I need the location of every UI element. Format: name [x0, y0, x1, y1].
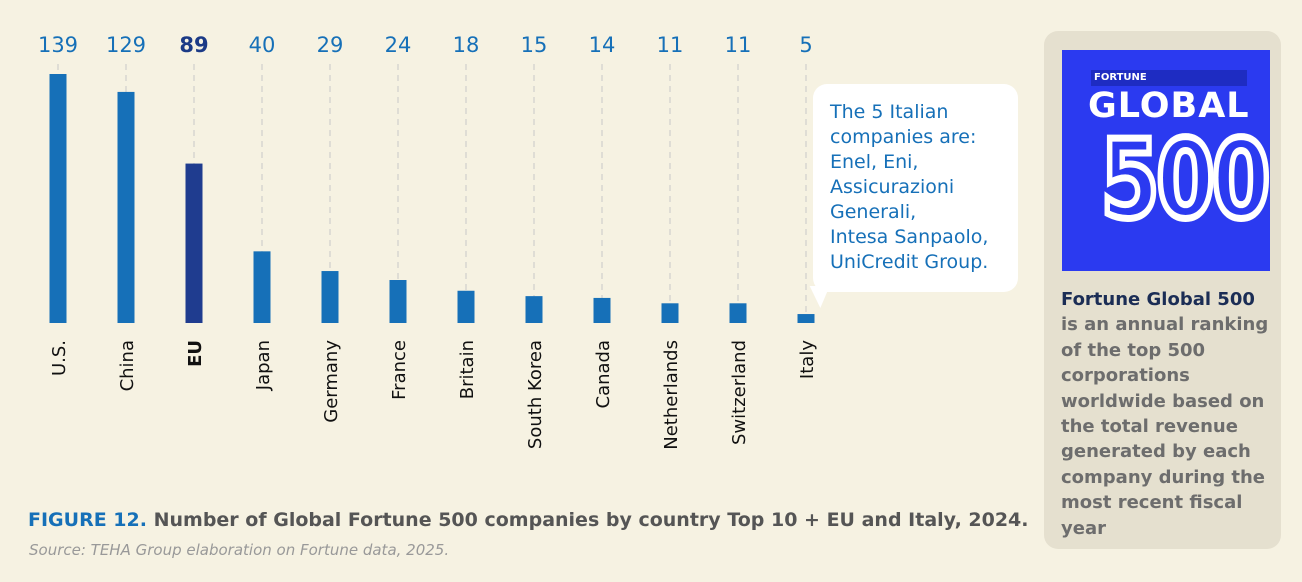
category-label: Japan: [253, 340, 274, 391]
category-label: Italy: [797, 340, 818, 379]
bar-china: [117, 91, 135, 323]
value-label: 40: [249, 33, 276, 57]
category-label: Britain: [457, 340, 478, 399]
bar-france: [389, 280, 407, 323]
bar-japan: [253, 251, 271, 323]
value-label: 89: [179, 33, 208, 57]
figure-label: FIGURE 12.: [28, 509, 147, 531]
value-label: 5: [799, 33, 812, 57]
bar-eu: [185, 163, 203, 323]
fortune-global-500-logo: FORTUNE GLOBAL 500: [1062, 50, 1270, 271]
value-label: 24: [385, 33, 412, 57]
bar-italy: [797, 314, 815, 323]
figure-title: Number of Global Fortune 500 companies b…: [153, 509, 1029, 531]
figure-source: Source: TEHA Group elaboration on Fortun…: [29, 541, 450, 559]
logo-500-wordmark: 500: [1098, 115, 1270, 247]
category-label: Switzerland: [729, 340, 750, 445]
bar-u-s-: [49, 74, 67, 323]
bar-chart: 139 U.S. 129 China 89 EU 40 Japan 29 Germany 24 Fra…: [38, 33, 818, 450]
category-label: U.S.: [49, 340, 70, 376]
value-label: 14: [589, 33, 616, 57]
value-label: 29: [317, 33, 344, 57]
value-label: 18: [453, 33, 480, 57]
category-label: Netherlands: [661, 340, 682, 450]
value-label: 15: [521, 33, 548, 57]
category-label: Germany: [321, 340, 342, 423]
bar-canada: [593, 297, 611, 323]
bar-britain: [457, 290, 475, 323]
bar-south-korea: [525, 296, 543, 323]
info-title: Fortune Global 500: [1061, 289, 1255, 310]
bar-switzerland: [729, 303, 747, 323]
value-label: 11: [725, 33, 752, 57]
value-label: 129: [106, 33, 146, 57]
callout-text: The 5 Italian companies are: Enel, Eni, …: [830, 101, 989, 273]
category-label: South Korea: [525, 340, 546, 449]
value-label: 11: [657, 33, 684, 57]
category-label: France: [389, 340, 410, 400]
category-label: EU: [185, 340, 206, 367]
info-text: Fortune Global 500 is an annual ranking …: [1061, 287, 1271, 541]
category-label: Canada: [593, 340, 614, 409]
logo-global-wordmark: GLOBAL: [1088, 86, 1250, 126]
bar-germany: [321, 271, 339, 323]
logo-fortune-wordmark: FORTUNE: [1091, 70, 1247, 86]
italy-callout: The 5 Italian companies are: Enel, Eni, …: [813, 84, 1018, 292]
category-label: China: [117, 340, 138, 391]
value-label: 139: [38, 33, 78, 57]
bar-netherlands: [661, 303, 679, 323]
figure-caption: FIGURE 12. Number of Global Fortune 500 …: [28, 509, 1029, 531]
info-description: is an annual ranking of the top 500 corp…: [1061, 314, 1269, 539]
